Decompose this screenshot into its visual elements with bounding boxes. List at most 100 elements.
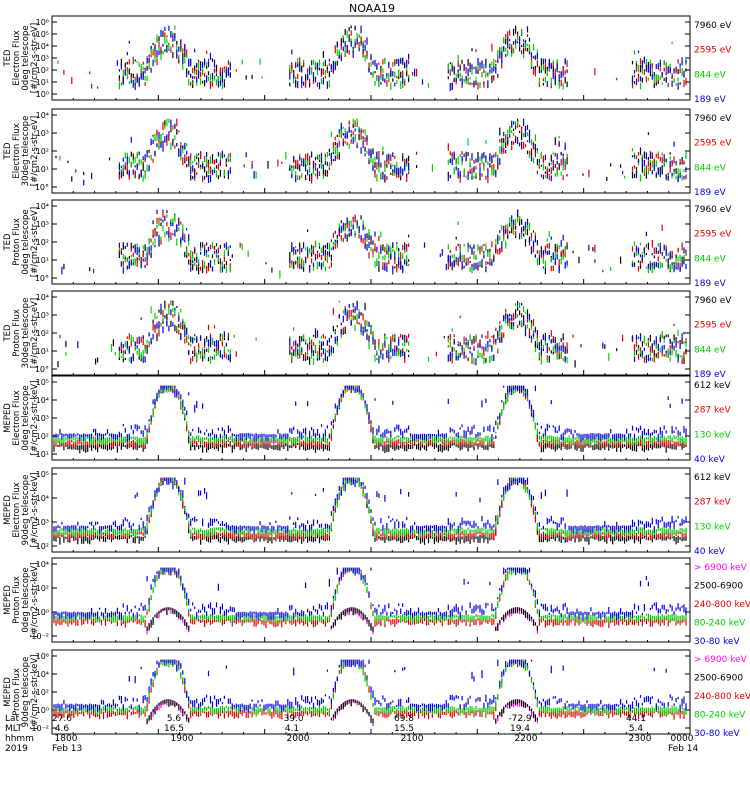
- y-tick-label: 10⁶: [36, 652, 49, 661]
- series-green: [53, 567, 687, 625]
- y-tick-label: 10⁰: [36, 90, 49, 99]
- y-tick-label: 10³: [36, 54, 49, 63]
- y-tick-label: 10²: [36, 238, 49, 247]
- y-axis-label: MEPEDElectron Flux0deg telescope[#/cm2-s…: [3, 381, 40, 456]
- series-blue: [53, 385, 687, 443]
- mlt-label: 15.5: [394, 724, 414, 734]
- legend-entry-blue: 189 eV: [694, 95, 727, 105]
- trace: [57, 300, 687, 368]
- series-blue: [83, 118, 687, 186]
- series-blue: [116, 25, 687, 91]
- y-axis-label: MEPEDProton Flux90deg telescope[#/cm2-s-…: [3, 655, 40, 730]
- legend-entry-green: 844 eV: [694, 163, 727, 173]
- y-tick-label: 10°: [35, 183, 49, 192]
- y-axis-label: MEPEDProton Flux0deg telescope[#/cm2-s-s…: [3, 563, 40, 638]
- y-tick-label: 10²: [36, 66, 49, 75]
- legend-entry-green: 130 keV: [694, 522, 731, 532]
- legend-entry-blue: 30-80 keV: [694, 729, 740, 739]
- legend-entry-magenta: > 6900 keV: [694, 563, 748, 573]
- y-tick-label: 10⁴: [36, 670, 49, 679]
- y-tick-label: 10²: [36, 329, 49, 338]
- y-axis-label: TEDElectron Flux30deg telescope[#/cm2-s-…: [3, 116, 40, 187]
- legend-entry-blue: 189 eV: [694, 370, 727, 380]
- legend-entry-green: 80-240 keV: [694, 619, 746, 629]
- panel-frame: [51, 375, 691, 461]
- series-magenta: [146, 699, 538, 727]
- y-tick-label: 10³: [36, 414, 49, 423]
- legend-entry-black: 7960 eV: [694, 114, 732, 124]
- hhmm-label: 2200: [515, 734, 538, 744]
- y-axis-label: TEDElectron Flux0deg telescope[#/cm2-s-s…: [3, 23, 40, 93]
- legend-entry-blue: 189 eV: [694, 279, 727, 289]
- chart-title: NOAA19: [349, 2, 395, 15]
- legend-entry-red: 287 keV: [694, 406, 731, 416]
- trace: [53, 659, 687, 713]
- lat-label: 69.8: [394, 714, 414, 724]
- panels: 10⁰ 10¹ 10² 10³ 10⁴ 10⁵ 10⁶ TEDElectron Flux0de…: [3, 15, 750, 739]
- legend-entry-green: 844 eV: [694, 345, 727, 355]
- x-row-label: MLT: [5, 724, 23, 734]
- legend-entry-green: 80-240 keV: [694, 711, 746, 721]
- series-magenta: [146, 607, 538, 635]
- trace: [53, 477, 687, 534]
- trace: [57, 25, 687, 90]
- trace: [93, 211, 687, 274]
- y-tick-label: 10⁻²: [31, 632, 49, 641]
- trace: [53, 385, 687, 443]
- hhmm-label: 1900: [171, 734, 194, 744]
- y-tick-label: 10⁴: [36, 560, 49, 569]
- legend-entry-red: 2595 eV: [694, 321, 732, 331]
- y-axis-label: TEDProton Flux30deg telescope[#/cm2-s-st…: [3, 298, 40, 369]
- mlt-label: 19.4: [510, 724, 530, 734]
- series-black: [57, 300, 687, 368]
- legend-entry-black: 2500-6900: [694, 674, 743, 684]
- y-tick-label: 10¹: [36, 165, 49, 174]
- y-tick-label: 10⁴: [36, 202, 49, 211]
- y-tick-label: 10³: [36, 311, 49, 320]
- y-tick-label: 10⁴: [36, 42, 49, 51]
- y-tick-label: 10°: [35, 365, 49, 374]
- y-axis-label: MEPEDElectron Flux90deg telescope[#/cm2-…: [3, 473, 40, 548]
- trace: [146, 699, 538, 724]
- mlt-label: 5.4: [629, 724, 644, 734]
- hhmm-label: 1800: [55, 734, 78, 744]
- mlt-label: 4.1: [285, 724, 299, 734]
- trace: [146, 607, 538, 632]
- series-red: [59, 300, 687, 365]
- series-blue: [53, 567, 687, 621]
- legend-entry-black: 612 keV: [694, 473, 731, 483]
- series-blue: [77, 300, 687, 366]
- hhmm-label: 2100: [401, 734, 424, 744]
- y-tick-label: 10⁰: [36, 608, 49, 617]
- trace: [83, 118, 687, 186]
- y-tick-label: 10⁻²: [31, 724, 49, 733]
- trace: [116, 25, 687, 91]
- y-tick-label: 10⁴: [36, 111, 49, 120]
- hhmm-label: 0000: [671, 734, 694, 744]
- y-tick-label: 10⁴: [36, 293, 49, 302]
- mlt-label: 4.6: [55, 724, 70, 734]
- date-start: Feb 13: [52, 744, 82, 754]
- x-row-label: 2019: [5, 744, 28, 754]
- trace: [146, 699, 538, 727]
- y-tick-label: 10⁵: [36, 378, 49, 387]
- legend-entry-blue: 40 keV: [694, 547, 726, 557]
- lat-label: 5.6: [167, 714, 182, 724]
- legend-entry-green: 130 keV: [694, 430, 731, 440]
- legend-entry-red: 2595 eV: [694, 46, 732, 56]
- trace: [53, 567, 687, 625]
- series-black: [146, 699, 538, 724]
- series-red: [93, 211, 687, 274]
- date-end: Feb 14: [668, 744, 699, 754]
- y-tick-label: 10⁰: [36, 706, 49, 715]
- legend-entry-magenta: > 6900 keV: [694, 655, 748, 665]
- legend-entry-red: 240-800 keV: [694, 692, 750, 702]
